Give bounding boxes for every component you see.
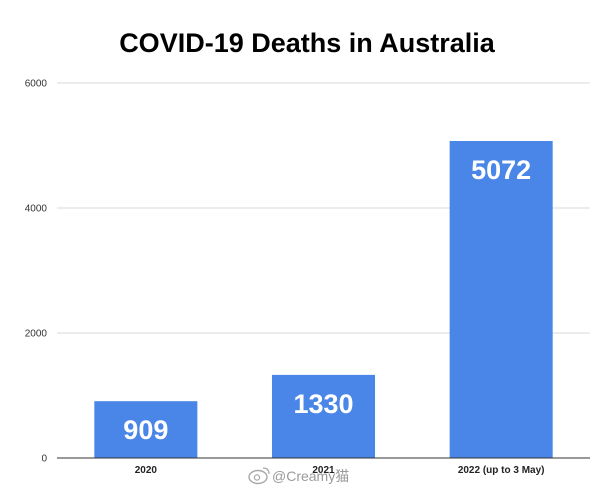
bar (449, 141, 553, 458)
weibo-icon (248, 467, 270, 485)
x-category-label: 2020 (135, 465, 158, 476)
chart-title: COVID-19 Deaths in Australia (119, 28, 496, 58)
watermark-text: @Creamy猫 (272, 468, 349, 484)
y-axis-tick-labels: 0 2000 4000 6000 (25, 79, 48, 465)
x-axis-category-labels: 2020 2021 2022 (up to 3 May) (135, 465, 545, 476)
y-tick-label: 6000 (25, 79, 48, 90)
bar-value-label: 909 (123, 415, 168, 445)
bar-data-labels: 909 1330 5072 (123, 155, 531, 445)
y-tick-label: 4000 (25, 204, 48, 215)
y-tick-label: 0 (41, 454, 47, 465)
watermark: @Creamy猫 (248, 467, 349, 485)
x-category-label: 2022 (up to 3 May) (458, 465, 545, 476)
bars (94, 141, 553, 458)
bar (271, 374, 376, 458)
bar-value-label: 1330 (293, 389, 353, 419)
y-tick-label: 2000 (25, 329, 48, 340)
bar (94, 401, 198, 458)
bar-value-label: 5072 (471, 155, 531, 185)
x-category-label: 2021 (312, 465, 335, 476)
